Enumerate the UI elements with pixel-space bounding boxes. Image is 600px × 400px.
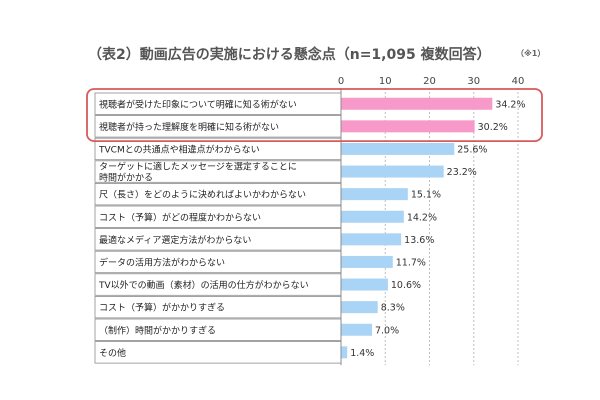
category-box <box>94 341 342 364</box>
bar <box>341 346 348 359</box>
category-label: 視聴者が受けた印象について明確に知る術がない <box>99 98 297 110</box>
value-label: 34.2% <box>495 99 525 110</box>
value-label: 25.6% <box>457 144 487 155</box>
category-label: コスト（予算）がどの程度かわからない <box>99 211 261 223</box>
bar <box>341 188 408 201</box>
bar <box>341 120 475 133</box>
bar <box>341 278 388 291</box>
value-label: 1.4% <box>350 348 374 359</box>
chart-title: （表2）動画広告の実施における懸念点（n=1,095 複数回答） <box>88 47 491 63</box>
x-tick-label: 40 <box>512 76 525 87</box>
value-label: 8.3% <box>381 303 405 314</box>
value-label: 11.7% <box>396 257 426 268</box>
value-label: 23.2% <box>447 167 477 178</box>
highlight-frame <box>86 88 543 142</box>
category-label: TV以外での動画（素材）の活用の仕方がわからない <box>98 279 309 291</box>
bar <box>341 210 404 223</box>
value-label: 15.1% <box>411 190 441 201</box>
bar <box>341 323 372 336</box>
category-label: 視聴者が持った理解度を明確に知る術がない <box>99 121 279 133</box>
category-label: TVCMとの共通点や相違点がわからない <box>98 143 260 155</box>
value-label: 7.0% <box>375 325 399 336</box>
x-tick-label: 0 <box>338 76 344 87</box>
value-label: 13.6% <box>404 235 434 246</box>
x-tick-label: 20 <box>423 76 436 87</box>
bar <box>341 255 393 268</box>
value-label: 14.2% <box>407 212 437 223</box>
category-label: データの活用方法がわからない <box>99 256 225 268</box>
bar <box>341 233 402 246</box>
category-label: 最適なメディア選定方法がわからない <box>99 234 251 246</box>
x-tick-label: 30 <box>467 76 480 87</box>
category-label: コスト（予算）がかかりすぎる <box>99 302 225 314</box>
x-tick-label: 10 <box>379 76 392 87</box>
category-label: 尺（長さ）をどのように決めればよいかわからない <box>99 189 306 201</box>
bar <box>341 142 455 155</box>
bar <box>341 301 378 314</box>
bar <box>341 97 493 110</box>
value-label: 30.2% <box>478 122 508 133</box>
bar <box>341 165 444 178</box>
chart-footnote: （※1） <box>516 49 546 58</box>
value-label: 10.6% <box>391 280 421 291</box>
category-label: （制作）時間がかかりすぎる <box>99 324 216 336</box>
category-label: ターゲットに適したメッセージを選定することに時間がかかる <box>99 161 297 184</box>
category-label: その他 <box>99 347 126 359</box>
